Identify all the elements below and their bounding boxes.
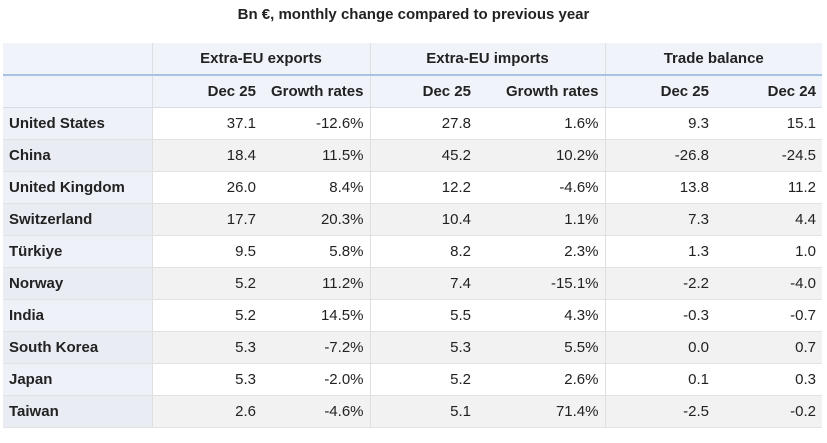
- cell: 0.3: [715, 363, 822, 396]
- cell: 5.3: [152, 331, 262, 364]
- row-label: Taiwan: [3, 395, 153, 428]
- cell: -12.6%: [262, 107, 371, 140]
- table-row: India 5.2 14.5% 5.5 4.3% -0.3 -0.7: [3, 299, 822, 332]
- cell: 5.8%: [262, 235, 371, 268]
- table-row: South Korea 5.3 -7.2% 5.3 5.5% 0.0 0.7: [3, 331, 822, 364]
- table-body: United States 37.1 -12.6% 27.8 1.6% 9.3 15.1 Ch…: [3, 107, 822, 428]
- cell: 11.2: [715, 171, 822, 204]
- cell: 8.4%: [262, 171, 371, 204]
- cell: 14.5%: [262, 299, 371, 332]
- cell: 1.1%: [477, 203, 606, 236]
- cell: 4.3%: [477, 299, 606, 332]
- cell: 10.2%: [477, 139, 606, 172]
- cell: 11.5%: [262, 139, 371, 172]
- cell: 0.0: [605, 331, 715, 364]
- cell: 20.3%: [262, 203, 371, 236]
- cell: 13.8: [605, 171, 715, 204]
- cell: 26.0: [152, 171, 262, 204]
- table-row: Japan 5.3 -2.0% 5.2 2.6% 0.1 0.3: [3, 363, 822, 396]
- column-header: Dec 24: [715, 75, 822, 108]
- cell: 37.1: [152, 107, 262, 140]
- cell: 5.3: [152, 363, 262, 396]
- cell: -0.2: [715, 395, 822, 428]
- cell: 45.2: [370, 139, 477, 172]
- column-header: Growth rates: [477, 75, 606, 108]
- column-header-row: Dec 25 Growth rates Dec 25 Growth rates …: [3, 75, 822, 108]
- cell: 8.2: [370, 235, 477, 268]
- cell: 5.5%: [477, 331, 606, 364]
- cell: -2.2: [605, 267, 715, 300]
- cell: 7.3: [605, 203, 715, 236]
- cell: 0.7: [715, 331, 822, 364]
- row-label: United Kingdom: [3, 171, 153, 204]
- cell: -0.3: [605, 299, 715, 332]
- table-row: United States 37.1 -12.6% 27.8 1.6% 9.3 15.1: [3, 107, 822, 140]
- row-label: Türkiye: [3, 235, 153, 268]
- corner-cell: [3, 75, 153, 108]
- cell: 10.4: [370, 203, 477, 236]
- table-title: Bn €, monthly change compared to previou…: [237, 6, 590, 23]
- group-header: Trade balance: [605, 43, 822, 76]
- row-label: China: [3, 139, 153, 172]
- cell: 2.3%: [477, 235, 606, 268]
- column-header: Dec 25: [152, 75, 262, 108]
- table-row: Norway 5.2 11.2% 7.4 -15.1% -2.2 -4.0: [3, 267, 822, 300]
- cell: -2.5: [605, 395, 715, 428]
- corner-cell: [3, 43, 153, 76]
- table-row: China 18.4 11.5% 45.2 10.2% -26.8 -24.5: [3, 139, 822, 172]
- row-label: Switzerland: [3, 203, 153, 236]
- cell: 7.4: [370, 267, 477, 300]
- cell: 5.2: [152, 267, 262, 300]
- cell: -15.1%: [477, 267, 606, 300]
- column-header: Dec 25: [605, 75, 715, 108]
- data-table: Extra-EU exports Extra-EU imports Trade …: [3, 43, 822, 428]
- cell: 5.5: [370, 299, 477, 332]
- cell: 18.4: [152, 139, 262, 172]
- cell: 1.3: [605, 235, 715, 268]
- cell: 17.7: [152, 203, 262, 236]
- cell: 27.8: [370, 107, 477, 140]
- table-row: Türkiye 9.5 5.8% 8.2 2.3% 1.3 1.0: [3, 235, 822, 268]
- cell: 9.5: [152, 235, 262, 268]
- group-header: Extra-EU imports: [370, 43, 606, 76]
- cell: 15.1: [715, 107, 822, 140]
- cell: 5.2: [370, 363, 477, 396]
- cell: -26.8: [605, 139, 715, 172]
- table-row: United Kingdom 26.0 8.4% 12.2 -4.6% 13.8 11.2: [3, 171, 822, 204]
- row-label: Japan: [3, 363, 153, 396]
- cell: 11.2%: [262, 267, 371, 300]
- cell: 71.4%: [477, 395, 606, 428]
- column-header: Growth rates: [262, 75, 371, 108]
- cell: 2.6: [152, 395, 262, 428]
- cell: -7.2%: [262, 331, 371, 364]
- cell: 5.2: [152, 299, 262, 332]
- cell: -2.0%: [262, 363, 371, 396]
- table-row: Taiwan 2.6 -4.6% 5.1 71.4% -2.5 -0.2: [3, 395, 822, 428]
- cell: 0.1: [605, 363, 715, 396]
- row-label: South Korea: [3, 331, 153, 364]
- group-header-row: Extra-EU exports Extra-EU imports Trade …: [3, 43, 822, 76]
- cell: 5.3: [370, 331, 477, 364]
- cell: 2.6%: [477, 363, 606, 396]
- cell: 1.6%: [477, 107, 606, 140]
- column-header: Dec 25: [370, 75, 477, 108]
- cell: 5.1: [370, 395, 477, 428]
- row-label: India: [3, 299, 153, 332]
- cell: -4.6%: [477, 171, 606, 204]
- cell: 9.3: [605, 107, 715, 140]
- cell: 4.4: [715, 203, 822, 236]
- row-label: United States: [3, 107, 153, 140]
- cell: -24.5: [715, 139, 822, 172]
- group-header: Extra-EU exports: [152, 43, 371, 76]
- cell: 12.2: [370, 171, 477, 204]
- cell: 1.0: [715, 235, 822, 268]
- row-label: Norway: [3, 267, 153, 300]
- table-row: Switzerland 17.7 20.3% 10.4 1.1% 7.3 4.4: [3, 203, 822, 236]
- cell: -4.6%: [262, 395, 371, 428]
- cell: -0.7: [715, 299, 822, 332]
- cell: -4.0: [715, 267, 822, 300]
